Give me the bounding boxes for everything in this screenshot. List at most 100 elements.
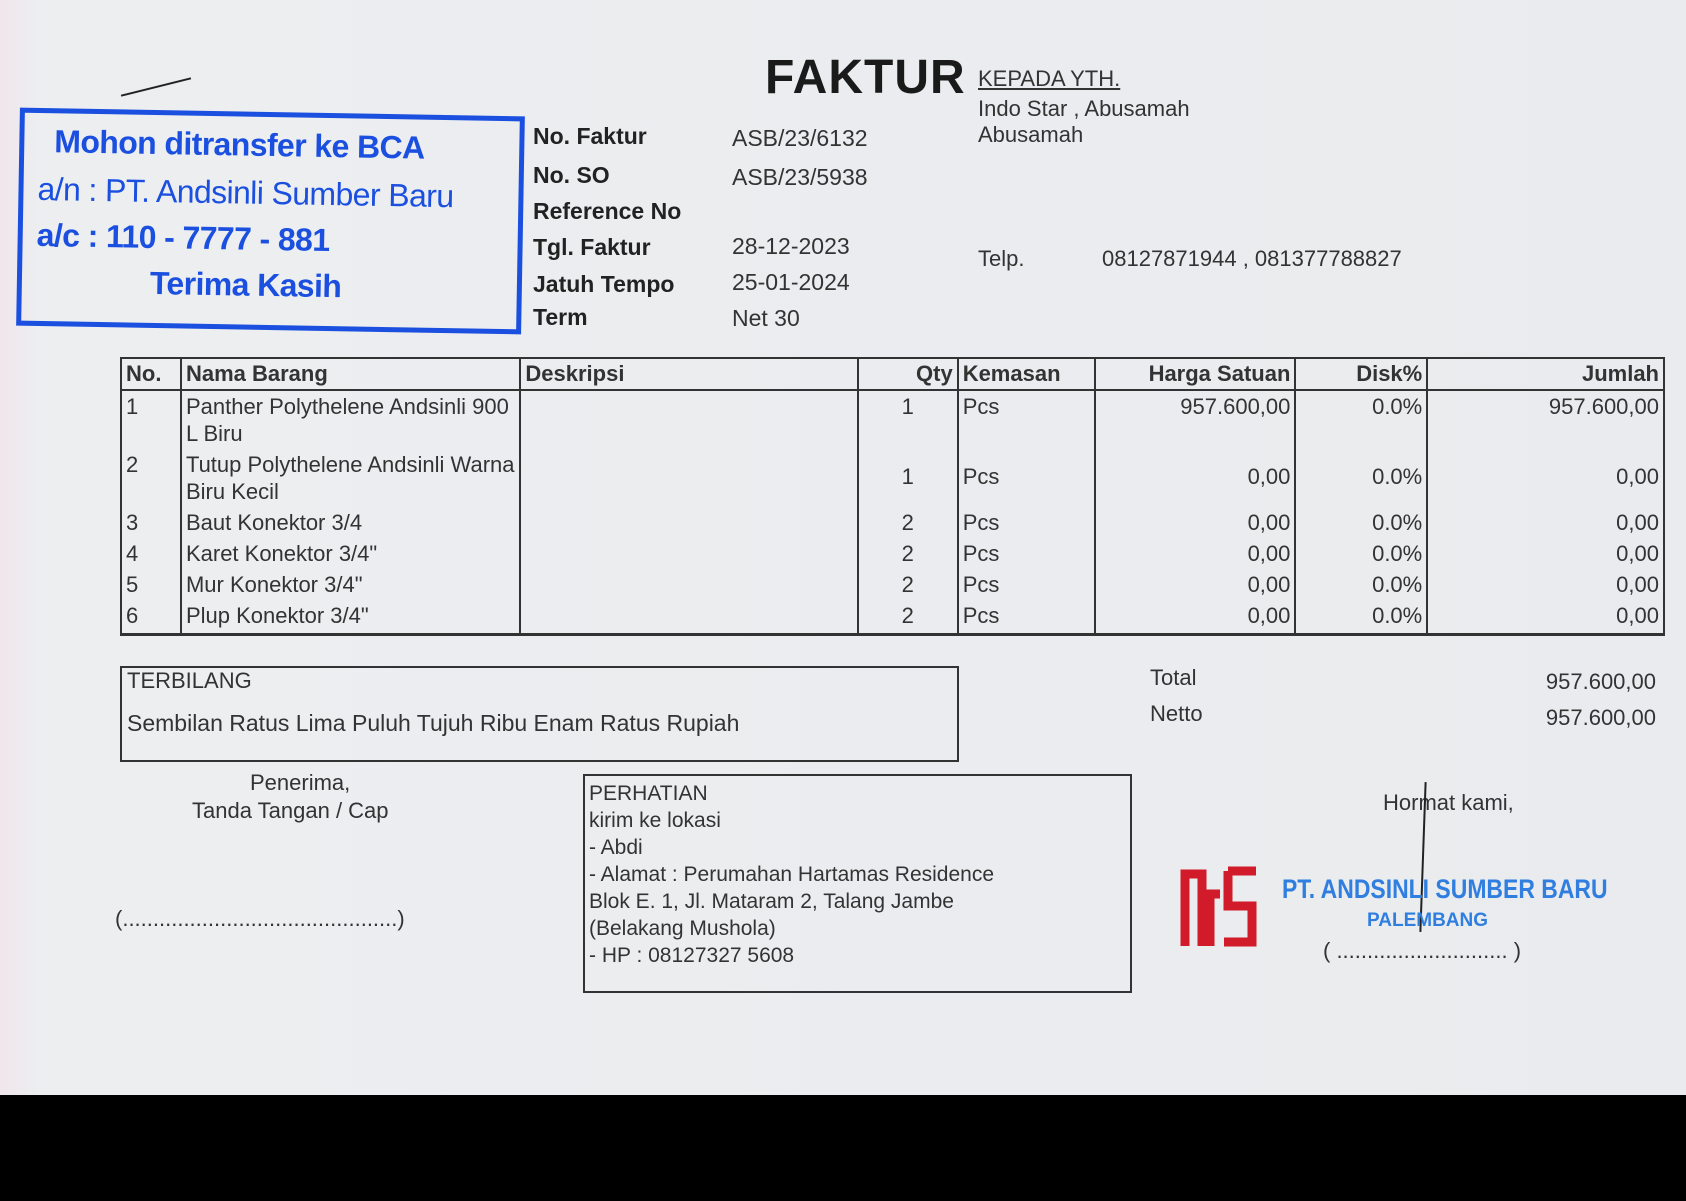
item-price: 0,00	[1093, 507, 1297, 538]
netto-label: Netto	[1150, 701, 1203, 726]
stamp-line2: a/n : PT. Andsinli Sumber Baru	[37, 170, 454, 215]
item-qty: 2	[856, 538, 959, 569]
col-qty: Qty	[856, 357, 959, 391]
item-disc: 0.0%	[1294, 390, 1429, 449]
col-price: Harga Satuan	[1093, 357, 1297, 391]
item-desc	[519, 600, 859, 636]
recipient-phone: 08127871944 , 081377788827	[1102, 246, 1402, 271]
item-disc: 0.0%	[1294, 600, 1429, 636]
table-row: 3 Baut Konektor 3/4 2 Pcs 0,00 0.0% 0,00	[120, 507, 1665, 538]
item-desc	[519, 390, 859, 449]
recipient-heading: KEPADA YTH.	[978, 66, 1121, 91]
field-label: Reference No	[533, 198, 682, 224]
notice-line: (Belakang Mushola)	[589, 917, 776, 940]
item-name: Panther Polythelene Andsinli 900 L Biru	[179, 390, 522, 449]
item-qty: 2	[856, 507, 959, 538]
item-name: Tutup Polythelene Andsinli Warna Biru Ke…	[179, 449, 522, 507]
row-no: 1	[120, 390, 182, 449]
notice-line: - Abdi	[589, 836, 643, 859]
invoice-paper: FAKTUR No. Faktur ASB/23/6132 No. SO ASB…	[0, 0, 1686, 1095]
item-total: 957.600,00	[1426, 390, 1665, 449]
notice-line: - Alamat : Perumahan Hartamas Residence	[589, 863, 995, 886]
due-date: 25-01-2024	[732, 269, 850, 295]
notice-line: Blok E. 1, Jl. Mataram 2, Talang Jambe	[589, 890, 954, 913]
item-unit: Pcs	[956, 390, 1096, 449]
company-logo	[1180, 866, 1257, 947]
term: Net 30	[732, 305, 800, 331]
terbilang-label: TERBILANG	[127, 668, 252, 693]
col-name: Nama Barang	[179, 357, 522, 391]
item-qty: 1	[856, 449, 959, 507]
company-city: PALEMBANG	[1367, 910, 1489, 931]
item-price: 0,00	[1093, 600, 1297, 636]
field-label: Jatuh Tempo	[533, 271, 675, 297]
item-name: Karet Konektor 3/4"	[179, 538, 522, 569]
col-unit: Kemasan	[956, 357, 1096, 391]
item-desc	[519, 538, 859, 569]
netto-value: 957.600,00	[1545, 705, 1656, 730]
receiver-line1: Penerima,	[250, 770, 351, 795]
terbilang-text: Sembilan Ratus Lima Puluh Tujuh Ribu Ena…	[127, 710, 740, 736]
col-disc: Disk%	[1294, 357, 1429, 391]
item-desc	[519, 449, 859, 507]
item-price: 0,00	[1093, 449, 1297, 507]
item-disc: 0.0%	[1294, 449, 1429, 507]
item-unit: Pcs	[956, 507, 1096, 538]
col-desc: Deskripsi	[519, 357, 859, 391]
item-price: 0,00	[1093, 569, 1297, 600]
notice-line: PERHATIAN	[589, 782, 708, 805]
item-total: 0,00	[1426, 507, 1665, 538]
terbilang-box: TERBILANG Sembilan Ratus Lima Puluh Tuju…	[120, 666, 959, 762]
notice-box: PERHATIAN kirim ke lokasi - Abdi - Alamat :…	[583, 774, 1132, 993]
item-unit: Pcs	[956, 449, 1096, 507]
stamp-line3: a/c : 110 - 7777 - 881	[36, 216, 330, 259]
sender-greeting: Hormat kami,	[1383, 790, 1514, 815]
sender-signature-blank: ( ............................ )	[1323, 938, 1522, 963]
items-table: No. Nama Barang Deskripsi Qty Kemasan Ha…	[120, 357, 1665, 636]
item-total: 0,00	[1426, 569, 1665, 600]
so-number: ASB/23/5938	[732, 164, 868, 190]
item-disc: 0.0%	[1294, 569, 1429, 600]
item-unit: Pcs	[956, 600, 1096, 636]
item-disc: 0.0%	[1294, 538, 1429, 569]
stamp-line1: Mohon ditransfer ke BCA	[54, 123, 425, 166]
item-name: Baut Konektor 3/4	[179, 507, 522, 538]
table-row: 5 Mur Konektor 3/4" 2 Pcs 0,00 0.0% 0,00	[120, 569, 1665, 600]
field-label: No. SO	[533, 162, 610, 188]
item-unit: Pcs	[956, 569, 1096, 600]
row-no: 2	[120, 449, 182, 507]
recipient-line1: Indo Star , Abusamah	[978, 96, 1190, 121]
notice-line: kirim ke lokasi	[589, 809, 721, 832]
item-price: 0,00	[1093, 538, 1297, 569]
item-total: 0,00	[1426, 449, 1665, 507]
receiver-line2: Tanda Tangan / Cap	[192, 798, 389, 823]
item-name: Plup Konektor 3/4"	[179, 600, 522, 636]
field-label: Term	[533, 304, 588, 330]
item-desc	[519, 569, 859, 600]
recipient-line2: Abusamah	[978, 122, 1084, 147]
col-total: Jumlah	[1426, 357, 1665, 391]
company-name: PT. ANDSINLI SUMBER BARU	[1282, 874, 1608, 904]
pen-mark	[120, 77, 192, 97]
item-desc	[519, 507, 859, 538]
field-label: No. Faktur	[533, 123, 647, 149]
row-no: 3	[120, 507, 182, 538]
item-total: 0,00	[1426, 538, 1665, 569]
item-qty: 2	[856, 569, 959, 600]
row-no: 4	[120, 538, 182, 569]
total-value: 957.600,00	[1545, 669, 1656, 694]
item-price: 957.600,00	[1093, 390, 1297, 449]
item-name: Mur Konektor 3/4"	[179, 569, 522, 600]
notice-line: - HP : 08127327 5608	[589, 944, 795, 967]
item-total: 0,00	[1426, 600, 1665, 636]
transfer-stamp: Mohon ditransfer ke BCA a/n : PT. Andsin…	[16, 107, 525, 335]
item-qty: 2	[856, 600, 959, 636]
table-row: 6 Plup Konektor 3/4" 2 Pcs 0,00 0.0% 0,00	[120, 600, 1665, 636]
phone-label: Telp.	[978, 246, 1025, 271]
invoice-date: 28-12-2023	[732, 233, 850, 259]
document-title: FAKTUR	[765, 51, 966, 104]
stamp-line4: Terima Kasih	[149, 264, 342, 305]
item-unit: Pcs	[956, 538, 1096, 569]
table-row: 1 Panther Polythelene Andsinli 900 L Biru…	[120, 390, 1665, 449]
table-row: 2 Tutup Polythelene Andsinli Warna Biru K…	[120, 449, 1665, 507]
